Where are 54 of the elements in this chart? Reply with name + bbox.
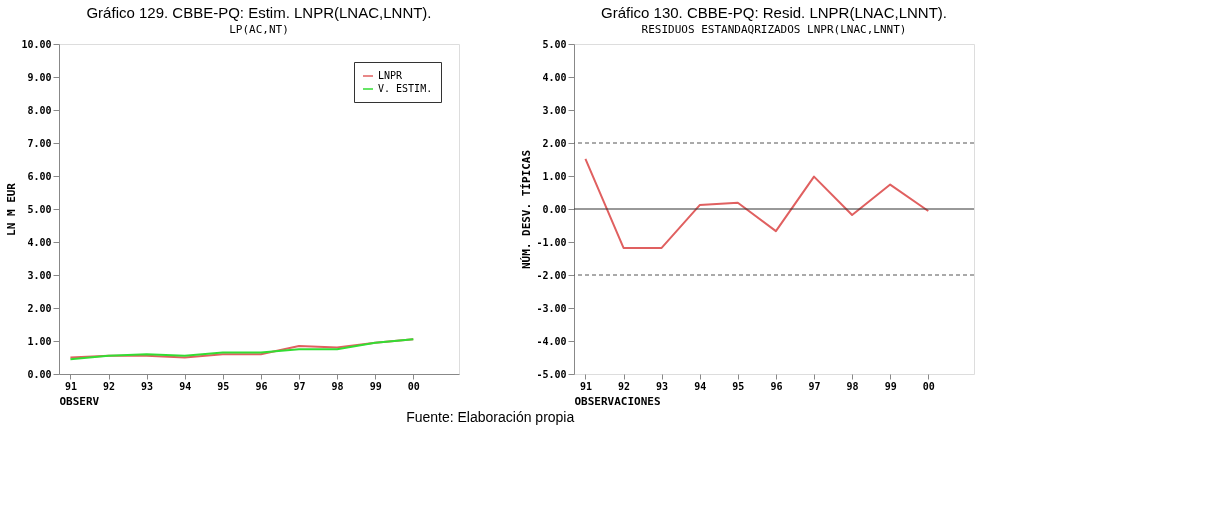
y-tick-label: 2.00 <box>27 302 52 314</box>
y-tick-label: 3.00 <box>542 104 567 116</box>
x-tick-label: 00 <box>407 380 420 392</box>
y-tick-label: -1.00 <box>536 236 567 248</box>
y-tick-label: 5.00 <box>542 38 567 50</box>
y-tick-label: 1.00 <box>27 335 52 347</box>
x-tick-label: 98 <box>331 380 344 392</box>
legend-label: LNPR <box>378 70 404 81</box>
y-tick-label: 9.00 <box>27 71 52 83</box>
x-tick-label: 98 <box>846 380 859 392</box>
x-tick-label: 93 <box>656 380 669 392</box>
x-tick-label: 92 <box>618 380 631 392</box>
x-tick-label: 94 <box>694 380 707 392</box>
x-axis-title: OBSERV <box>59 394 100 408</box>
x-tick-label: 91 <box>64 380 77 392</box>
y-tick-label: 1.00 <box>542 170 567 182</box>
y-tick-label: 4.00 <box>542 71 567 83</box>
x-tick-label: 94 <box>179 380 192 392</box>
x-tick-label: 97 <box>808 380 821 392</box>
y-tick-label: -4.00 <box>536 335 567 347</box>
x-tick-label: 99 <box>369 380 382 392</box>
y-tick-label: 0.00 <box>542 203 567 215</box>
x-tick-label: 00 <box>922 380 935 392</box>
y-tick-label: -2.00 <box>536 269 567 281</box>
x-tick-label: 96 <box>255 380 268 392</box>
x-tick-label: 95 <box>732 380 745 392</box>
y-tick-label: 10.00 <box>21 38 52 50</box>
x-tick-label: 91 <box>579 380 592 392</box>
y-tick-label: 5.00 <box>27 203 52 215</box>
source-note: Fuente: Elaboración propia <box>406 408 575 425</box>
chart-title: Gráfico 129. CBBE-PQ: Estim. LNPR(LNAC,LNNT). <box>86 4 432 21</box>
line-series <box>584 157 930 249</box>
y-tick-label: -3.00 <box>536 302 567 314</box>
x-tick-label: 99 <box>884 380 897 392</box>
chart-subtitle: RESIDUOS ESTANDAQRIZADOS LNPR(LNAC,LNNT) <box>641 23 907 36</box>
y-tick-label: 6.00 <box>27 170 52 182</box>
x-axis-title: OBSERVACIONES <box>574 394 661 408</box>
y-tick-label: 8.00 <box>27 104 52 116</box>
y-tick-label: 7.00 <box>27 137 52 149</box>
y-tick-label: 4.00 <box>27 236 52 248</box>
x-tick-label: 95 <box>217 380 230 392</box>
x-tick-label: 93 <box>141 380 154 392</box>
y-axis-title: LN M EUR <box>5 182 19 236</box>
legend-label: V. ESTIM. <box>378 83 433 94</box>
y-tick-label: 2.00 <box>542 137 567 149</box>
x-tick-label: 92 <box>103 380 116 392</box>
x-tick-label: 96 <box>770 380 783 392</box>
chart-title: Gráfico 130. CBBE-PQ: Resid. LNPR(LNAC,LNNT). <box>601 4 947 21</box>
chart-subtitle: LP(AC,NT) <box>229 23 289 36</box>
y-tick-label: 0.00 <box>27 368 52 380</box>
y-axis-title: NÚM. DESV. TÍPICAS <box>520 149 534 270</box>
y-tick-label: -5.00 <box>536 368 567 380</box>
x-tick-label: 97 <box>293 380 306 392</box>
y-tick-label: 3.00 <box>27 269 52 281</box>
